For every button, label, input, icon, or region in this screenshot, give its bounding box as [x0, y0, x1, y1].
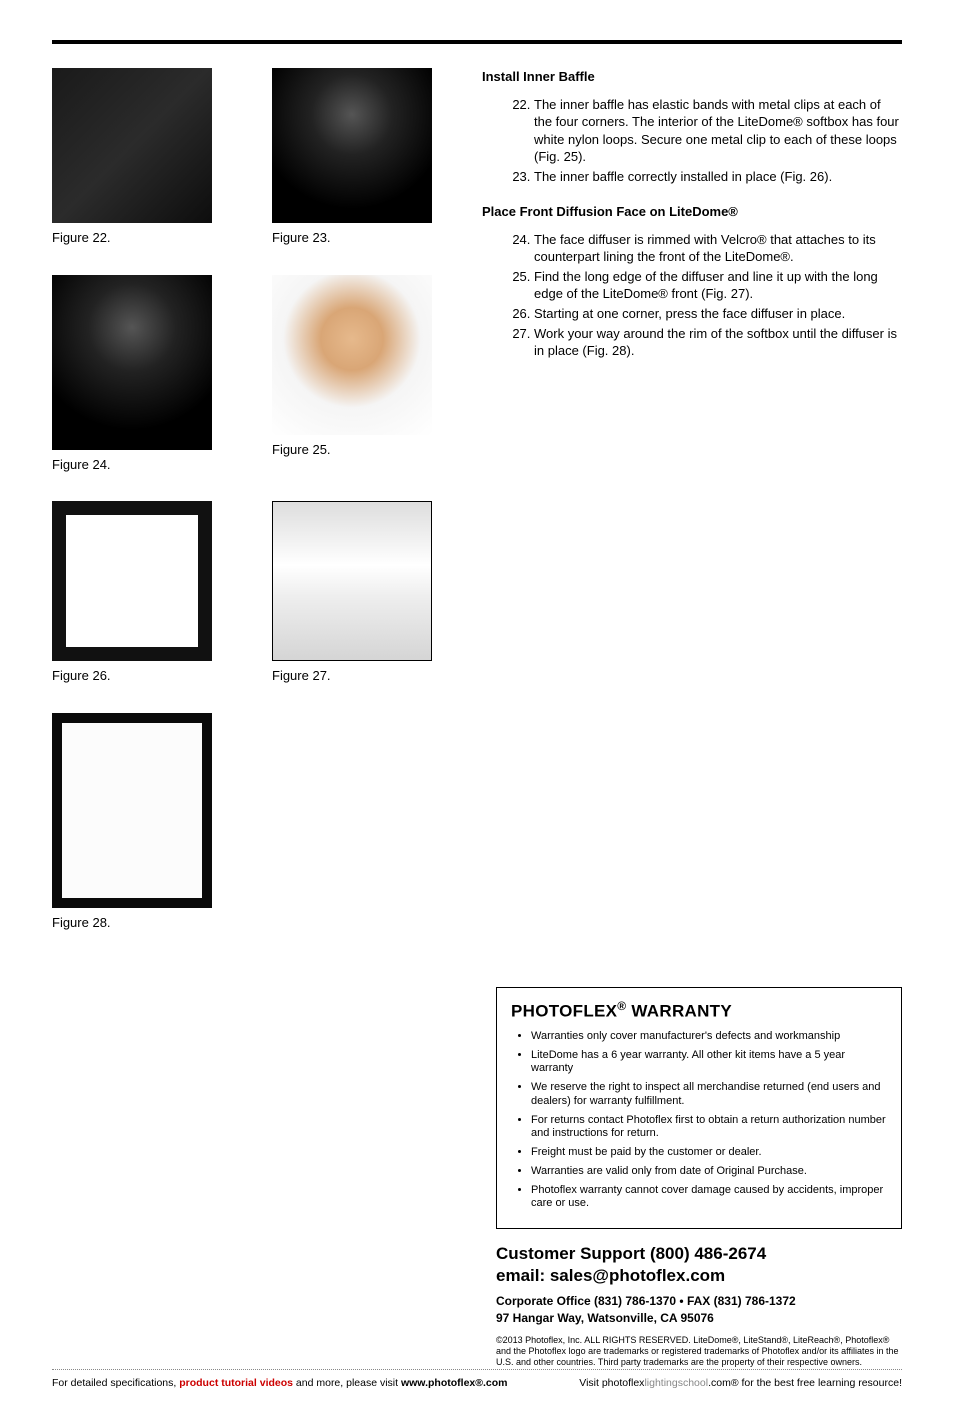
heading-install-baffle: Install Inner Baffle: [482, 68, 902, 86]
steps-baffle: The inner baffle has elastic bands with …: [482, 96, 902, 186]
footer-left-url: www.photoflex®.com: [401, 1377, 508, 1389]
warranty-item: Warranties are valid only from date of O…: [531, 1165, 887, 1179]
main-content: Figure 22. Figure 23. Figure 24. Figure …: [52, 68, 902, 959]
support-email: email: sales@photoflex.com: [496, 1265, 902, 1287]
heading-front-diffusion: Place Front Diffusion Face on LiteDome®: [482, 203, 902, 221]
warranty-item: Freight must be paid by the customer or …: [531, 1146, 887, 1160]
step-25: Find the long edge of the diffuser and l…: [534, 268, 902, 303]
figure-28-image: [52, 713, 212, 908]
warranty-box: PHOTOFLEX® WARRANTY Warranties only cove…: [496, 987, 902, 1229]
warranty-item: Photoflex warranty cannot cover damage c…: [531, 1184, 887, 1212]
figure-23: Figure 23.: [272, 68, 432, 247]
warranty-item: For returns contact Photoflex first to o…: [531, 1114, 887, 1142]
figure-26: Figure 26.: [52, 501, 212, 685]
footer-left-pre: For detailed specifications,: [52, 1377, 179, 1389]
figure-22-caption: Figure 22.: [52, 229, 212, 247]
steps-front: The face diffuser is rimmed with Velcro®…: [482, 231, 902, 360]
footer-left: For detailed specifications, product tut…: [52, 1376, 508, 1390]
figure-25-caption: Figure 25.: [272, 441, 432, 459]
footer-right: Visit photoflexlightingschool.com® for t…: [579, 1376, 902, 1390]
figure-28: Figure 28.: [52, 713, 212, 932]
figure-24-image: [52, 275, 212, 450]
figure-28-caption: Figure 28.: [52, 914, 212, 932]
support-address: 97 Hangar Way, Watsonville, CA 95076: [496, 1310, 902, 1327]
support-block: Customer Support (800) 486-2674 email: s…: [496, 1243, 902, 1369]
figure-25: Figure 25.: [272, 275, 432, 474]
figure-22: Figure 22.: [52, 68, 212, 247]
figure-25-image: [272, 275, 432, 435]
page-footer: For detailed specifications, product tut…: [52, 1369, 902, 1390]
warranty-item: Warranties only cover manufacturer's def…: [531, 1030, 887, 1044]
step-22: The inner baffle has elastic bands with …: [534, 96, 902, 166]
step-24: The face diffuser is rimmed with Velcro®…: [534, 231, 902, 266]
support-phone: Customer Support (800) 486-2674: [496, 1243, 902, 1265]
footer-right-pre: Visit photoflex: [579, 1377, 644, 1389]
figure-23-caption: Figure 23.: [272, 229, 432, 247]
step-26: Starting at one corner, press the face d…: [534, 305, 902, 323]
figure-23-image: [272, 68, 432, 223]
step-23: The inner baffle correctly installed in …: [534, 168, 902, 186]
figure-22-image: [52, 68, 212, 223]
instructions-column: Install Inner Baffle The inner baffle ha…: [482, 68, 902, 959]
copyright-text: ©2013 Photoflex, Inc. ALL RIGHTS RESERVE…: [496, 1335, 902, 1369]
footer-left-post: and more, please visit: [293, 1377, 401, 1389]
figure-26-image: [52, 501, 212, 661]
figure-24-caption: Figure 24.: [52, 456, 212, 474]
footer-left-highlight: product tutorial videos: [179, 1377, 293, 1389]
reg-mark-icon: ®: [617, 999, 626, 1013]
warranty-title: PHOTOFLEX® WARRANTY: [511, 998, 887, 1024]
figure-27-image: [272, 501, 432, 661]
warranty-item: LiteDome has a 6 year warranty. All othe…: [531, 1049, 887, 1077]
warranty-list: Warranties only cover manufacturer's def…: [511, 1030, 887, 1211]
step-27: Work your way around the rim of the soft…: [534, 325, 902, 360]
figure-24: Figure 24.: [52, 275, 212, 474]
footer-right-grey: lightingschool: [644, 1377, 708, 1389]
top-rule: [52, 40, 902, 44]
figure-27-caption: Figure 27.: [272, 667, 432, 685]
warranty-item: We reserve the right to inspect all merc…: [531, 1081, 887, 1109]
figure-27: Figure 27.: [272, 501, 432, 685]
figure-26-caption: Figure 26.: [52, 667, 212, 685]
figures-column: Figure 22. Figure 23. Figure 24. Figure …: [52, 68, 452, 959]
warranty-title-suffix: WARRANTY: [626, 1002, 732, 1021]
warranty-title-prefix: PHOTOFLEX: [511, 1002, 617, 1021]
footer-right-post: .com® for the best free learning resourc…: [708, 1377, 902, 1389]
support-office: Corporate Office (831) 786-1370 • FAX (8…: [496, 1293, 902, 1310]
